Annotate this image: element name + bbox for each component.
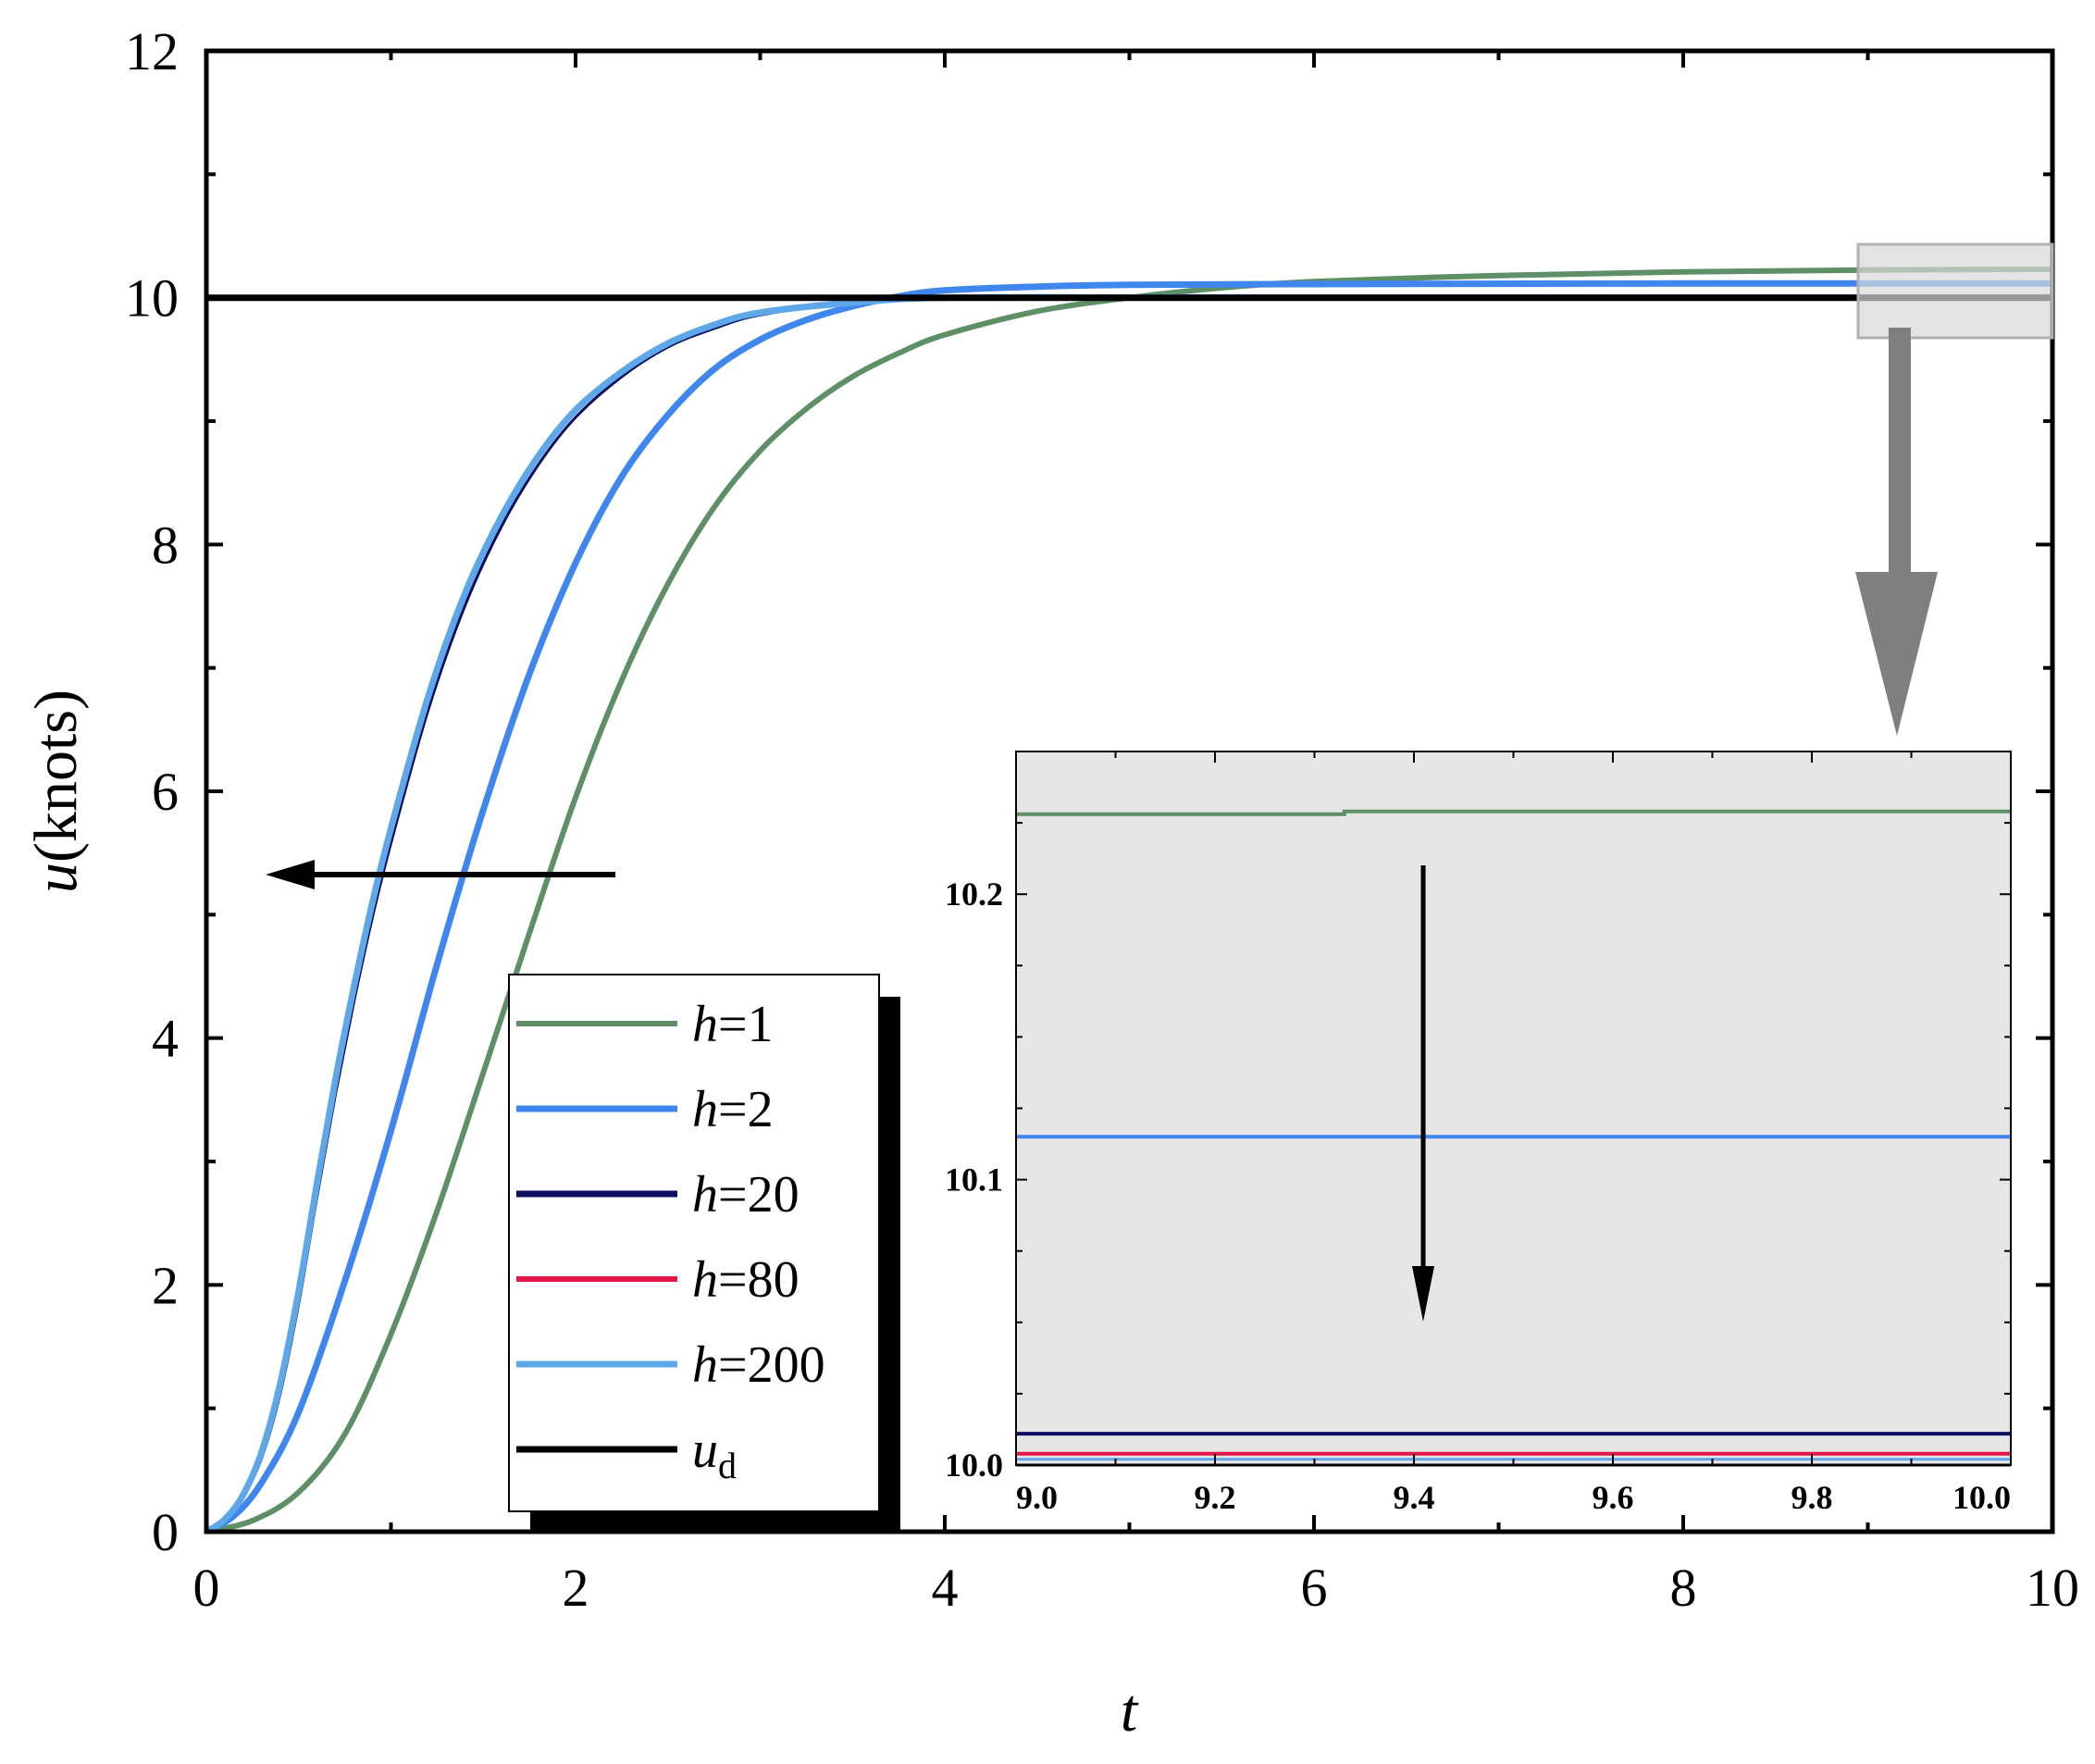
inset-x-tick-label: 9.6	[1593, 1479, 1634, 1516]
inset-tick-marks	[1015, 751, 2012, 1466]
legend-label-variable: h	[692, 1336, 718, 1394]
y-tick-label: 6	[152, 762, 179, 822]
legend-label-variable: h	[692, 1166, 718, 1224]
x-tick-label: 6	[1301, 1558, 1328, 1618]
y-tick-label: 4	[152, 1009, 179, 1069]
legend-label-variable: h	[692, 996, 718, 1053]
legend-label-value: =80	[718, 1251, 800, 1309]
legend-label-variable: u	[692, 1422, 718, 1479]
y-tick-label: 2	[152, 1255, 179, 1315]
trend-arrow-head	[266, 860, 315, 889]
zoom-arrow	[1855, 328, 1938, 736]
x-tick-label: 10	[2026, 1558, 2079, 1618]
main-tick-marks	[205, 49, 2054, 1534]
inset-arrow-head	[1412, 1266, 1434, 1322]
legend-label-2: h=20	[692, 1166, 800, 1224]
inset-x-tick-label: 9.4	[1394, 1479, 1435, 1516]
legend-box	[508, 974, 880, 1512]
main-tick-labels: 0 2 4 6 8 10 0 2 4 6 8 10 12	[125, 21, 2079, 1618]
trend-arrow-left	[266, 860, 615, 889]
legend-label-subscript: d	[718, 1445, 737, 1486]
zoom-arrow-shaft	[1889, 328, 1911, 579]
inset-y-tick-label: 10.2	[945, 876, 1003, 913]
inset-background	[1016, 752, 2011, 1465]
series-line-1	[205, 280, 2052, 1535]
inset-x-tick-label: 9.2	[1195, 1479, 1236, 1516]
legend-label-value: =20	[718, 1166, 800, 1224]
y-tick-label: 8	[152, 515, 179, 575]
y-axis-title: u(knots)	[22, 689, 90, 893]
zoom-arrow-head	[1855, 572, 1938, 736]
legend-label-variable: h	[692, 1081, 718, 1138]
legend-label-5: ud	[692, 1422, 737, 1486]
y-axis-title-unit: (knots)	[22, 689, 90, 863]
x-tick-label: 2	[563, 1558, 589, 1618]
legend-label-3: h=80	[692, 1251, 800, 1309]
x-tick-label: 8	[1670, 1558, 1697, 1618]
y-tick-label: 0	[152, 1502, 179, 1562]
inset-y-tick-label: 10.0	[945, 1447, 1003, 1484]
legend-label-variable: h	[692, 1251, 718, 1309]
x-axis-title: t	[1121, 1677, 1139, 1745]
inset-tick-labels: 9.0 9.2 9.4 9.6 9.8 10.0 10.0 10.1 10.2	[945, 876, 2011, 1516]
y-tick-label: 10	[125, 268, 179, 329]
legend-label-0: h=1	[692, 996, 774, 1053]
legend-label-value: =1	[718, 996, 774, 1053]
main-series-lines	[205, 267, 2053, 1535]
y-axis-title-variable: u	[22, 863, 90, 893]
zoom-region-box	[1856, 242, 2054, 340]
legend-label-value: =200	[718, 1336, 825, 1394]
inset-y-tick-label: 10.1	[945, 1162, 1003, 1199]
inset-x-tick-label: 9.0	[1016, 1479, 1058, 1516]
y-tick-label: 12	[125, 21, 179, 81]
inset-trend-arrow-down	[1412, 865, 1434, 1322]
x-tick-label: 0	[193, 1558, 220, 1618]
inset-x-tick-label: 10.0	[1952, 1479, 2011, 1516]
x-tick-label: 4	[932, 1558, 959, 1618]
legend-label-1: h=2	[692, 1081, 774, 1138]
inset-x-tick-label: 9.8	[1791, 1479, 1833, 1516]
inset-plot: 9.0 9.2 9.4 9.6 9.8 10.0 10.0 10.1 10.2	[945, 751, 2012, 1516]
legend-label-4: h=200	[692, 1336, 825, 1394]
series-line-0	[205, 267, 2053, 1534]
legend-label-value: =2	[718, 1081, 774, 1138]
inset-series-line-0	[1016, 809, 2011, 816]
main-plot: 0 2 4 6 8 10 0 2 4 6 8 10 12	[125, 21, 2079, 1618]
